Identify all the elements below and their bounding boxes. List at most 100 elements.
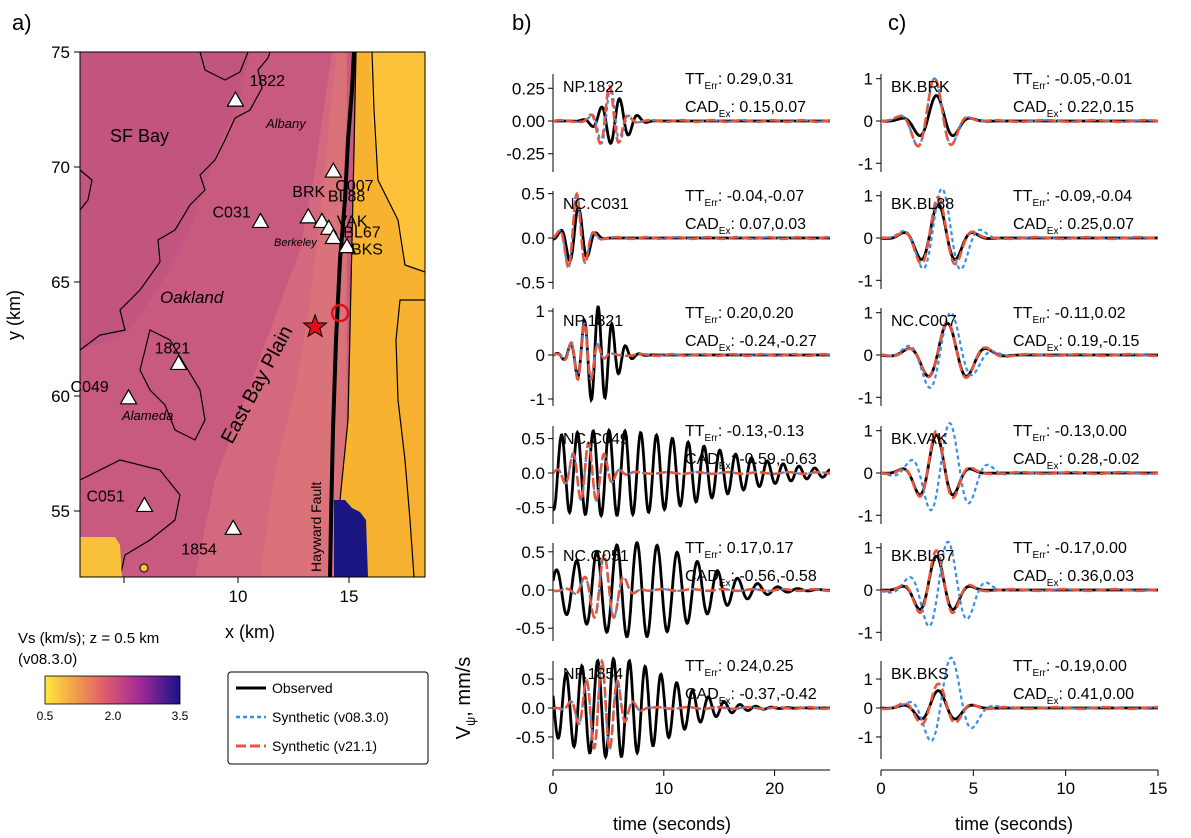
station-triangle-icon (224, 519, 243, 535)
y-tick-label: 0 (864, 229, 873, 248)
x-tick-label: 10 (654, 779, 673, 798)
legend-box (227, 671, 429, 765)
vs-map (80, 52, 425, 577)
map-x-axis: 10 15 x (km) (123, 577, 359, 642)
y-tick-label: 0.5 (521, 670, 545, 689)
oakland-label: Oakland (160, 288, 224, 307)
trace-lines (881, 422, 1158, 512)
y-tick-label: 0 (864, 112, 873, 131)
y-tick-label: -1 (858, 154, 873, 173)
map-frame (79, 51, 426, 578)
map-y-label: y (km) (4, 290, 24, 340)
series-s21 (881, 682, 1158, 726)
legend: Observed Synthetic (v08.3.0) Synthetic (… (227, 671, 429, 765)
station-label: VAK (337, 213, 368, 230)
sf-bay-label: SF Bay (110, 126, 169, 146)
trace-lines (553, 427, 830, 519)
series-s21 (553, 553, 830, 620)
y-tick-label: 1 (864, 304, 873, 323)
waveform-row: 0.5 0.0 -0.5 NC.C049 TTErr: -0.13,-0.13 CADEx… (516, 423, 830, 524)
cad-ex-label: CADEx: 0.15,0.07 (685, 99, 806, 120)
hayward-fault-label: Hayward Fault (308, 482, 324, 572)
x-tick-label: 0 (876, 779, 885, 798)
trace-lines (881, 77, 1158, 148)
high-velocity-block (334, 500, 368, 577)
panel-label-a: a) (12, 10, 32, 35)
east-hills-contour (371, 52, 425, 273)
y-tick-label: 1 (864, 539, 873, 558)
station-triangle-icon (324, 228, 343, 245)
tt-err-label: TTErr: -0.19,0.00 (1013, 658, 1127, 679)
station-name: BK.BRK (891, 79, 950, 96)
y-tick-label: 0.25 (512, 79, 545, 98)
colorbar-tick: 3.5 (172, 709, 189, 723)
station-name: NC.C031 (563, 196, 629, 213)
cad-ex-label: CADEx: 0.07,0.03 (685, 216, 806, 237)
station-label: C049 (71, 379, 109, 396)
series-s21 (553, 321, 830, 382)
legend-synthetic-v21: Synthetic (v21.1) (272, 738, 377, 754)
coastline-contour (80, 52, 271, 351)
station-triangle-icon (119, 388, 138, 405)
cad-ex-label: CADEx: 0.36,0.03 (1013, 568, 1134, 589)
waveform-row: 1 0 -1 BK.BL88 TTErr: -0.09,-0.04 CADEx: 0.25… (858, 187, 1158, 290)
y-tick-label: 1 (864, 187, 873, 206)
tt-err-label: TTErr: -0.17,0.00 (1013, 540, 1127, 561)
station-name: BK.VAK (891, 431, 948, 448)
y-tick-label: -0.5 (516, 273, 545, 292)
trace-lines (881, 656, 1158, 743)
y-tick-label: 0.00 (512, 112, 545, 131)
station-name: BK.BL88 (891, 196, 954, 213)
y-tick-label: -1 (530, 390, 545, 409)
y-tick-label: 0 (864, 581, 873, 600)
tt-err-label: TTErr: 0.20,0.20 (685, 305, 794, 326)
colorbar-gradient (44, 675, 181, 705)
map-x-tick: 15 (340, 587, 359, 606)
y-tick-label: 0.5 (521, 185, 545, 204)
station-triangle-icon (135, 496, 154, 513)
series-s21 (553, 84, 830, 145)
station-triangle-icon (251, 212, 270, 229)
y-tick-label: 0 (864, 464, 873, 483)
waveform-row: 1 0 -1 NC.C007 TTErr: -0.11,0.02 CADEx: 0.19,… (858, 304, 1158, 407)
station-label: BKS (351, 242, 383, 259)
y-tick-label: 0.0 (521, 464, 545, 483)
tt-err-label: TTErr: -0.13,-0.13 (685, 423, 804, 444)
station-label: 1822 (249, 73, 285, 90)
cad-ex-label: CADEx: 0.41,0.00 (1013, 686, 1134, 707)
cad-ex-label: CADEx: -0.24,-0.27 (685, 333, 817, 354)
x-tick-label: 10 (1056, 779, 1075, 798)
map-x-label: x (km) (225, 622, 275, 642)
trace-lines (553, 305, 830, 404)
waveform-row: 1 0 -1 BK.BRK TTErr: -0.05,-0.01 CADEx: 0.22,… (858, 70, 1158, 173)
tt-err-label: TTErr: -0.04,-0.07 (685, 188, 804, 209)
legend-observed: Observed (272, 680, 333, 696)
y-tick-label: -1 (858, 271, 873, 290)
map-y-tick: 65 (51, 273, 70, 292)
station-triangle-icon (169, 354, 188, 371)
epicenter-star-icon (302, 313, 328, 338)
map-y-tick: 60 (51, 387, 70, 406)
cad-ex-label: CADEx: -0.37,-0.42 (685, 686, 817, 707)
waveform-row: 1 0 -1 BK.BL67 TTErr: -0.17,0.00 CADEx: 0.36,… (858, 539, 1158, 642)
trace-lines (553, 541, 830, 639)
series-s08 (881, 422, 1158, 512)
legend-synthetic-v08: Synthetic (v08.3.0) (272, 709, 389, 725)
colorbar: Vs (km/s); z = 0.5 km (v08.3.0) 0.5 2.0 … (18, 630, 189, 723)
trace-lines (881, 187, 1158, 271)
trace-lines (881, 540, 1158, 628)
y-tick-label: -1 (858, 623, 873, 642)
east-hills-contour-2 (395, 299, 425, 577)
berkeley-label: Berkeley (274, 237, 318, 249)
station-name: BK.BL67 (891, 548, 954, 565)
trace-lines (881, 311, 1158, 389)
colorbar-subtitle: (v08.3.0) (18, 651, 77, 668)
y-tick-label: -1 (858, 728, 873, 747)
panel-label-c: c) (888, 10, 906, 35)
lowvel-bottom-left (80, 537, 122, 577)
waveform-row: 1 0 -1 BK.BKS TTErr: -0.19,0.00 CADEx: 0.41,0… (858, 656, 1158, 759)
albany-label: Albany (265, 116, 307, 131)
x-tick-label: 15 (1149, 779, 1168, 798)
